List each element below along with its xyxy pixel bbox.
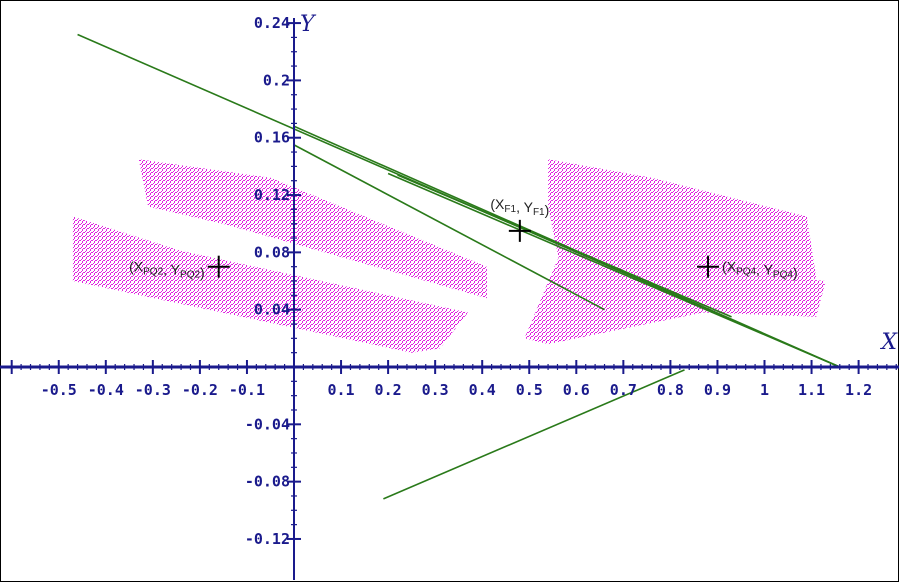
y-tick-label: -0.08 — [245, 473, 290, 491]
point-clouds — [72, 159, 826, 353]
markers: (XPQ2, YPQ2)(XF1, YF1)(XPQ4, YPQ4) — [129, 196, 797, 281]
marker-label-part: ) — [200, 265, 205, 281]
x-tick-label: 0.4 — [469, 381, 496, 399]
y-tick-label: 0.24 — [254, 14, 290, 32]
point-cloud-1 — [72, 216, 469, 353]
x-tick-label: -0.5 — [41, 381, 77, 399]
y-tick-label: -0.04 — [245, 415, 290, 433]
x-tick-label: -0.2 — [182, 381, 218, 399]
y-tick-label: 0.16 — [254, 129, 290, 147]
marker-label-part: (X — [722, 259, 737, 275]
x-tick-label: 0.7 — [610, 381, 637, 399]
trajectory-line-5 — [293, 144, 605, 311]
marker-label-part: , Y — [756, 262, 774, 278]
x-tick-label: -0.1 — [229, 381, 265, 399]
x-tick-label: 0.9 — [704, 381, 731, 399]
y-axis-name: Y — [300, 12, 317, 37]
axes: -0.5 -0.4 -0.3 -0.2 -0.1 0.1 0.2 0.3 0.4 0.5 0.6 0.… — [0, 12, 899, 580]
x-tick-label: 1 — [760, 381, 769, 399]
x-tick-label: 0.2 — [375, 381, 402, 399]
y-tick-label: 0.04 — [254, 301, 290, 319]
x-tick-label: 0.1 — [328, 381, 355, 399]
x-axis-name: X — [879, 330, 898, 355]
x-tick-label: 1.1 — [798, 381, 825, 399]
point-cloud-2 — [138, 159, 487, 299]
x-tick-label: 1.2 — [845, 381, 872, 399]
marker-label-part: F1 — [533, 207, 545, 218]
marker-label-part: , Y — [163, 262, 181, 278]
y-tick-label: -0.12 — [245, 530, 290, 548]
crosshair-marker: (XF1, YF1) — [490, 196, 549, 242]
y-tick-label: 0.2 — [263, 71, 290, 89]
marker-label: (XPQ2, YPQ2) — [129, 259, 205, 281]
x-tick-label: 0.8 — [657, 381, 684, 399]
x-tick-label: 0.3 — [422, 381, 449, 399]
marker-label-part: (X — [129, 259, 144, 275]
y-tick-label: 0.12 — [254, 186, 290, 204]
trajectory-lines — [77, 33, 841, 500]
marker-label-part: ) — [545, 202, 550, 218]
trajectory-line-6 — [383, 369, 685, 500]
crosshair-marker: (XPQ2, YPQ2) — [129, 255, 230, 281]
marker-label-part: (X — [490, 196, 505, 212]
x-tick-label: 0.6 — [563, 381, 590, 399]
marker-label-part: PQ2 — [180, 270, 200, 281]
x-tick-label: 0.5 — [516, 381, 543, 399]
marker-label-part: ) — [793, 265, 798, 281]
y-tick-label: 0.08 — [254, 243, 290, 261]
point-cloud-4 — [524, 259, 826, 345]
marker-label-part: PQ4 — [773, 270, 793, 281]
marker-label-part: , Y — [516, 199, 534, 215]
trajectory-line-4 — [397, 174, 732, 318]
marker-label-part: F1 — [504, 204, 516, 215]
crosshair-marker: (XPQ4, YPQ4) — [697, 255, 798, 281]
marker-label-part: PQ4 — [736, 267, 756, 278]
marker-label-part: PQ2 — [143, 267, 163, 278]
x-tick-label: -0.3 — [135, 381, 171, 399]
marker-label: (XPQ4, YPQ4) — [722, 259, 798, 281]
trajectory-line-3 — [387, 172, 841, 368]
marker-label: (XF1, YF1) — [490, 196, 549, 218]
x-tick-label: -0.4 — [88, 381, 124, 399]
